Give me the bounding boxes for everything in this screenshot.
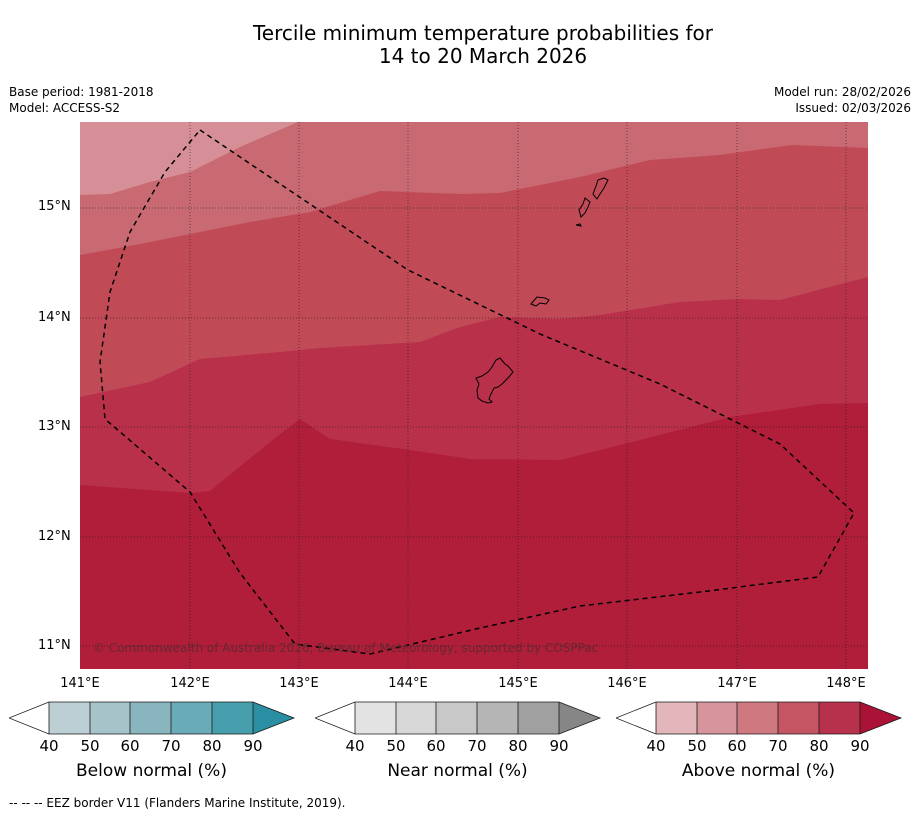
- legend-near-swatch-3: [436, 702, 477, 734]
- legend-near-swatch-0: [315, 702, 355, 734]
- graticule: [80, 122, 868, 669]
- lon-label-148: 148°E: [826, 676, 866, 691]
- legend-above-bar: [616, 701, 903, 735]
- lon-label-147: 147°E: [717, 676, 757, 691]
- legend-near-tick: 40: [345, 737, 365, 755]
- legend-below-title: Below normal (%): [76, 761, 227, 781]
- model-label: Model: ACCESS-S2: [9, 101, 121, 115]
- lon-label-142: 142°E: [170, 676, 210, 691]
- legend-near-normal: [315, 700, 603, 736]
- legend-above-swatch-3: [737, 702, 778, 734]
- legend-near-tick: 80: [508, 737, 528, 755]
- map-canvas: [80, 122, 868, 669]
- metadata-left: Base period: 1981-2018 Model: ACCESS-S2: [9, 84, 154, 116]
- legend-below-swatch-1: [49, 702, 90, 734]
- legend-above-tick: 60: [727, 737, 747, 755]
- legend-near-tick: 90: [549, 737, 569, 755]
- eez-border-line: [99, 128, 855, 655]
- legend-near-tick: 70: [467, 737, 487, 755]
- legend-near-bar: [315, 701, 602, 735]
- legend-below-bar: [9, 701, 296, 735]
- base-period-label: Base period: 1981-2018: [9, 85, 154, 99]
- legend-above-title: Above normal (%): [681, 761, 836, 781]
- legend-near-swatch-6: [559, 702, 600, 734]
- lat-label-15: 15°N: [38, 199, 71, 214]
- region-above-50-60: [80, 122, 298, 195]
- lon-label-144: 144°E: [388, 676, 428, 691]
- legend-below-swatch-6: [253, 702, 294, 734]
- legend-above-swatch-4: [778, 702, 819, 734]
- title-line-2: 14 to 20 March 2026: [378, 44, 588, 68]
- legend-below-swatch-5: [212, 702, 253, 734]
- title-line-1: Tercile minimum temperature probabilitie…: [252, 21, 714, 45]
- legend-below-tick: 60: [120, 737, 140, 755]
- legend-above-tick: 80: [809, 737, 829, 755]
- legend-below-swatch-2: [90, 702, 130, 734]
- probability-map: [80, 122, 868, 669]
- legend-above-swatch-5: [819, 702, 860, 734]
- copyright-notice: © Commonwealth of Australia 2026, Bureau…: [93, 641, 599, 655]
- legend-below-normal: [9, 700, 297, 736]
- legend-near-swatch-5: [518, 702, 559, 734]
- legend-above-swatch-6: [860, 702, 901, 734]
- map-title: Tercile minimum temperature probabilitie…: [0, 22, 919, 68]
- legend-above-tick: 70: [768, 737, 788, 755]
- lat-label-12: 12°N: [38, 529, 71, 544]
- metadata-right: Model run: 28/02/2026 Issued: 02/03/2026: [774, 84, 911, 116]
- legend-above-swatch-1: [656, 702, 697, 734]
- lon-label-145: 145°E: [498, 676, 538, 691]
- lon-label-141: 141°E: [60, 676, 100, 691]
- island-saipan: [592, 177, 609, 200]
- legend-below-tick: 90: [243, 737, 263, 755]
- legend-near-title: Near normal (%): [387, 761, 528, 781]
- legend-above-normal: [616, 700, 904, 736]
- legend-above-swatch-2: [697, 702, 737, 734]
- island-rota: [530, 296, 550, 307]
- legend-above-tick: 50: [687, 737, 707, 755]
- lon-label-143: 143°E: [279, 676, 319, 691]
- legend-near-swatch-4: [477, 702, 518, 734]
- legend-below-swatch-3: [130, 702, 171, 734]
- legend-near-swatch-2: [396, 702, 436, 734]
- legend-above-tick: 40: [646, 737, 666, 755]
- islands: [475, 177, 609, 404]
- island-guam: [475, 357, 514, 404]
- issued-label: Issued: 02/03/2026: [795, 101, 911, 115]
- legend-below-tick: 50: [80, 737, 100, 755]
- model-run-label: Model run: 28/02/2026: [773, 85, 911, 99]
- legend-above-tick: 90: [850, 737, 870, 755]
- legend-below-tick: 80: [202, 737, 222, 755]
- island-tinian: [578, 197, 591, 218]
- lat-label-14: 14°N: [38, 310, 71, 325]
- legend-below-swatch-4: [171, 702, 212, 734]
- legend-near-tick: 50: [386, 737, 406, 755]
- legend-below-tick: 70: [161, 737, 181, 755]
- legend-below-tick: 40: [39, 737, 59, 755]
- lat-label-11: 11°N: [38, 638, 71, 653]
- lat-label-13: 13°N: [38, 419, 71, 434]
- legend-near-swatch-1: [355, 702, 396, 734]
- legend-below-swatch-0: [9, 702, 49, 734]
- legend-above-swatch-0: [616, 702, 656, 734]
- region-above-60-70: [80, 122, 868, 255]
- eez-footnote: -- -- -- EEZ border V11 (Flanders Marine…: [9, 796, 346, 810]
- legend-near-tick: 60: [426, 737, 446, 755]
- lon-label-146: 146°E: [607, 676, 647, 691]
- island-aguijan: [575, 223, 582, 227]
